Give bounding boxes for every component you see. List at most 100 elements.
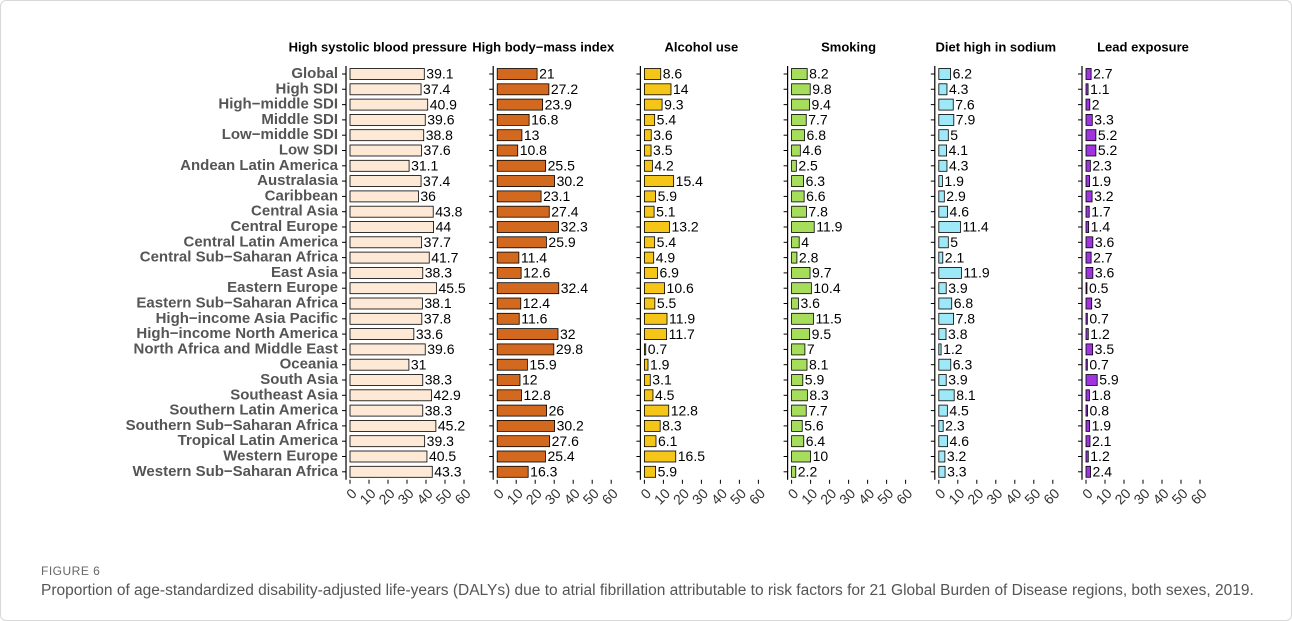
bar xyxy=(791,328,811,341)
value-label: 37.4 xyxy=(423,81,450,97)
bar xyxy=(791,358,808,371)
x-tick-label: 0 xyxy=(490,485,507,502)
value-label: 9.7 xyxy=(812,265,832,281)
value-label: 0.7 xyxy=(648,341,668,357)
bar xyxy=(1085,175,1091,188)
category-label: Australasia xyxy=(257,172,339,189)
value-label: 8.2 xyxy=(809,66,829,82)
bar xyxy=(644,236,656,249)
bar xyxy=(496,282,560,295)
value-label: 37.4 xyxy=(423,173,450,189)
category-label: Southern Latin America xyxy=(169,402,338,419)
bar xyxy=(349,251,430,264)
bar xyxy=(938,236,949,249)
bar xyxy=(791,404,807,417)
bar xyxy=(1085,297,1093,310)
value-label: 10.4 xyxy=(813,280,840,296)
bar xyxy=(791,68,808,80)
value-label: 11.4 xyxy=(521,249,547,265)
figure-label: FIGURE 6 xyxy=(41,564,101,578)
bar xyxy=(791,175,804,188)
bar xyxy=(1085,266,1094,279)
bar xyxy=(791,465,797,478)
bar xyxy=(349,358,410,371)
value-label: 1.9 xyxy=(1092,173,1112,189)
bar xyxy=(644,435,657,448)
value-label: 11.6 xyxy=(521,311,547,327)
bar xyxy=(791,236,800,249)
bar xyxy=(1085,68,1092,80)
category-label: Eastern Sub−Saharan Africa xyxy=(136,294,338,311)
bar xyxy=(938,251,944,264)
bar xyxy=(1085,159,1091,172)
bar xyxy=(791,435,805,448)
bar xyxy=(349,404,424,417)
value-label: 7.8 xyxy=(956,311,976,327)
bar xyxy=(791,144,801,157)
bar xyxy=(791,190,805,203)
value-label: 5.9 xyxy=(805,372,825,388)
value-label: 29.8 xyxy=(556,341,583,357)
value-label: 7.7 xyxy=(808,402,828,418)
bar xyxy=(349,205,434,218)
bar xyxy=(349,328,415,341)
bar xyxy=(349,419,437,432)
bar xyxy=(349,144,422,157)
value-label: 4.3 xyxy=(949,158,969,174)
value-label: 43.3 xyxy=(434,464,461,480)
bar xyxy=(1085,374,1098,386)
bar xyxy=(644,266,658,279)
value-label: 12.4 xyxy=(523,295,550,311)
value-label: 3.9 xyxy=(948,372,968,388)
bar xyxy=(791,159,797,172)
bar xyxy=(791,282,812,295)
value-label: 2.3 xyxy=(1092,158,1112,174)
category-label: Southern Sub−Saharan Africa xyxy=(126,417,339,434)
value-label: 9.4 xyxy=(811,96,831,112)
category-label: Low SDI xyxy=(279,141,338,158)
value-label: 1.9 xyxy=(650,356,670,372)
bar xyxy=(938,129,949,142)
value-label: 4.3 xyxy=(949,81,969,97)
panel-title: Lead exposure xyxy=(1097,39,1189,54)
bar xyxy=(938,312,955,325)
bar xyxy=(644,374,651,386)
value-label: 40.5 xyxy=(429,448,456,464)
x-tick-label: 0 xyxy=(932,485,949,502)
bar xyxy=(1085,419,1091,432)
bar xyxy=(1085,343,1094,356)
value-label: 27.2 xyxy=(551,81,578,97)
bar xyxy=(938,389,955,402)
bar xyxy=(1085,205,1090,218)
bar xyxy=(938,190,945,203)
value-label: 32 xyxy=(560,326,576,342)
value-label: 10.8 xyxy=(520,142,547,158)
value-label: 4.9 xyxy=(656,249,676,265)
bar xyxy=(1085,144,1097,157)
bar xyxy=(644,358,649,371)
value-label: 15.9 xyxy=(529,356,556,372)
category-label: South Asia xyxy=(260,371,338,388)
value-label: 2.2 xyxy=(798,464,818,480)
value-label: 25.4 xyxy=(547,448,574,464)
bar xyxy=(349,343,426,356)
value-label: 45.2 xyxy=(438,418,465,434)
value-label: 8.1 xyxy=(809,356,829,372)
value-label: 7.8 xyxy=(808,203,828,219)
bar xyxy=(644,98,663,111)
category-label: Oceania xyxy=(280,356,339,373)
value-label: 42.9 xyxy=(434,387,461,403)
x-tick-label: 60 xyxy=(1187,485,1209,507)
value-label: 13 xyxy=(524,127,540,143)
category-label: Eastern Europe xyxy=(227,279,338,296)
value-label: 3.2 xyxy=(947,448,967,464)
value-label: 4 xyxy=(801,234,809,250)
bar xyxy=(1085,251,1092,264)
bar xyxy=(496,312,520,325)
value-label: 39.3 xyxy=(427,433,454,449)
x-tick-label: 0 xyxy=(785,485,802,502)
value-label: 11.5 xyxy=(815,311,841,327)
bar xyxy=(938,282,947,295)
value-label: 4.6 xyxy=(802,142,822,158)
bar xyxy=(938,144,947,157)
